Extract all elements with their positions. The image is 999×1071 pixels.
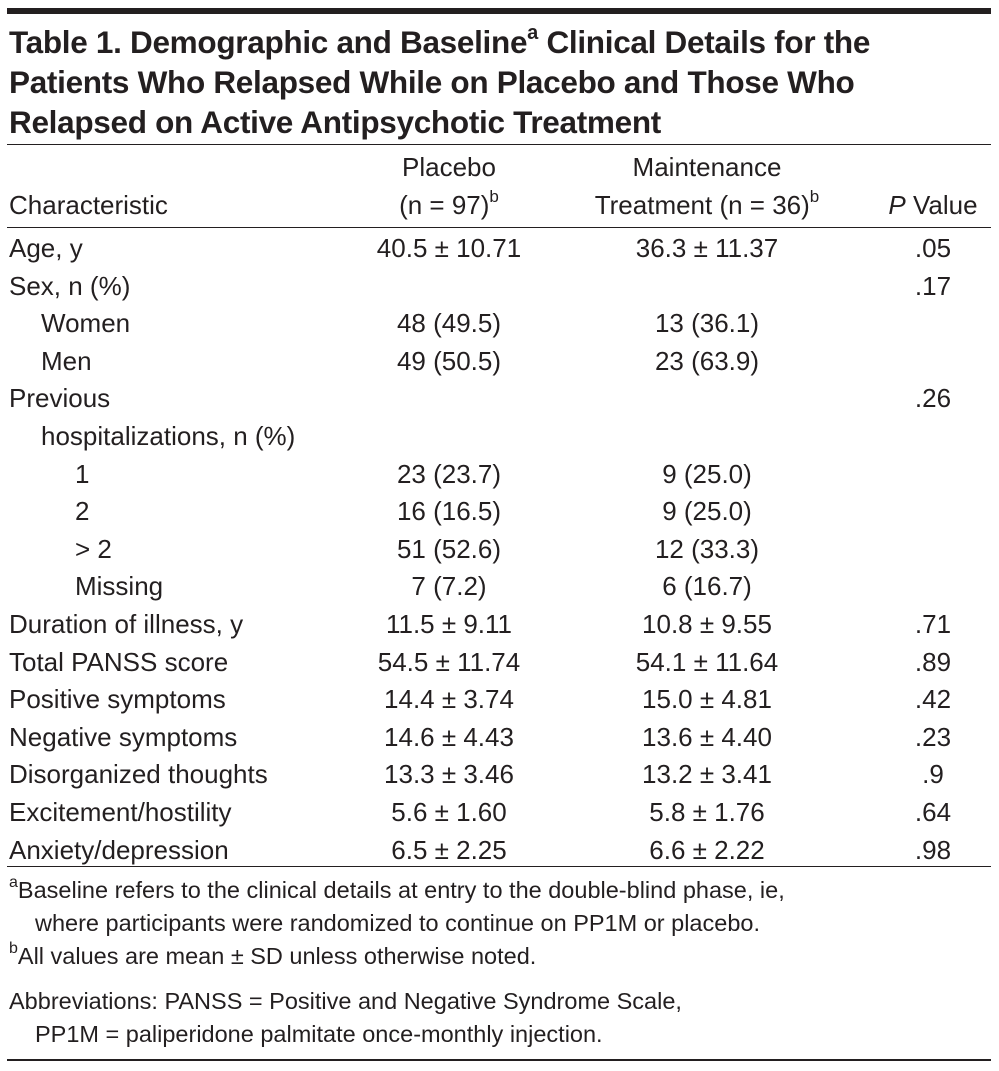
cell-characteristic: Sex, n (%) — [9, 270, 131, 301]
cell-pvalue: .26 — [914, 383, 952, 414]
table-row: Duration of illness, y 11.5 ± 9.11 10.8 ± … — [7, 606, 991, 643]
cell-placebo: 7 (7.2) — [411, 571, 487, 602]
table-row: Total PANSS score 54.5 ± 11.74 54.1 ± 11.6… — [7, 644, 991, 681]
cell-placebo: 5.6 ± 1.60 — [391, 797, 507, 827]
cell-characteristic: 2 — [75, 496, 90, 527]
cell-placebo: 14.6 ± 4.43 — [384, 721, 514, 752]
cell-maintenance: 13.2 ± 3.41 — [642, 759, 772, 790]
table-row: 2 16 (16.5) 9 (25.0) — [7, 493, 991, 530]
cell-characteristic: Age, y — [9, 233, 83, 263]
cell-placebo: 51 (52.6) — [396, 533, 502, 564]
cell-characteristic: Anxiety/depression — [9, 834, 229, 865]
cell-pvalue: .9 — [922, 759, 944, 790]
cell-pvalue: .71 — [914, 609, 952, 639]
table-row: Negative symptoms 14.6 ± 4.43 13.6 ± 4.40.… — [7, 719, 991, 756]
table-row: Positive symptoms 14.4 ± 3.74 15.0 ± 4.81.… — [7, 681, 991, 718]
table-row: 1 23 (23.7) 9 (25.0) — [7, 456, 991, 493]
cell-characteristic: Excitement/hostility — [9, 797, 232, 827]
cell-maintenance: 10.8 ± 9.55 — [642, 609, 772, 639]
table-row: Disorganized thoughts 13.3 ± 3.46 13.2 ± 3… — [7, 756, 991, 793]
table-row: Excitement/hostility 5.6 ± 1.60 5.8 ± 1.76… — [7, 794, 991, 831]
cell-placebo: 49 (50.5) — [396, 345, 502, 376]
cell-characteristic: Women — [41, 308, 131, 339]
cell-characteristic: Missing — [75, 571, 164, 602]
header-maintenance-line1: Maintenance — [632, 152, 782, 182]
cell-maintenance: 54.1 ± 11.64 — [635, 646, 779, 677]
abbreviations-line2: PP1M = paliperidone palmitate once-month… — [35, 1021, 603, 1047]
cell-placebo: 54.5 ± 11.74 — [377, 646, 521, 677]
table-row: Anxiety/depression 6.5 ± 2.25 6.6 ± 2.22 .9… — [7, 832, 991, 869]
cell-placebo: 40.5 ± 10.71 — [376, 233, 522, 263]
cell-maintenance: 6.6 ± 2.22 — [649, 834, 765, 865]
cell-characteristic: Men — [41, 345, 92, 376]
cell-placebo: 23 (23.7) — [396, 458, 502, 489]
cell-characteristic: Previous — [9, 383, 111, 414]
abbreviations-line1: Abbreviations: PANSS = Positive and Nega… — [9, 988, 682, 1014]
cell-characteristic: hospitalizations, n (%) — [41, 421, 296, 451]
title-part1: Table 1. Demographic and Baseline — [9, 24, 528, 60]
header-maintenance-line2: Treatment (n = 36)b — [594, 187, 820, 220]
header-bottom-rule — [7, 227, 991, 228]
cell-pvalue: .98 — [914, 834, 952, 865]
table-row: Age, y 40.5 ± 10.71 36.3 ± 11.37 .05 — [7, 230, 991, 267]
cell-pvalue: .89 — [914, 646, 952, 677]
cell-pvalue: .23 — [914, 721, 952, 752]
cell-placebo: 48 (49.5) — [396, 308, 502, 339]
cell-maintenance: 9 (25.0) — [662, 458, 752, 489]
table-row: > 2 51 (52.6) 12 (33.3) — [7, 531, 991, 568]
footnote-a-line2: where participants were randomized to co… — [35, 910, 760, 936]
cell-maintenance: 12 (33.3) — [654, 533, 760, 564]
footnote-b: bAll values are mean ± SD unless otherwi… — [9, 940, 537, 969]
cell-placebo: 13.3 ± 3.46 — [384, 759, 514, 790]
table-row: Previous .26 — [7, 380, 991, 417]
top-rule — [7, 8, 991, 14]
cell-characteristic: Total PANSS score — [9, 646, 229, 677]
table-row: Missing 7 (7.2) 6 (16.7) — [7, 568, 991, 605]
footnote-a-line1: aBaseline refers to the clinical details… — [9, 874, 785, 903]
bottom-rule — [7, 1059, 991, 1061]
cell-characteristic: Negative symptoms — [9, 721, 238, 752]
cell-maintenance: 15.0 ± 4.81 — [642, 684, 772, 715]
cell-pvalue: .42 — [914, 684, 952, 715]
cell-placebo: 16 (16.5) — [396, 496, 502, 527]
title-line3: Relapsed on Active Antipsychotic Treatme… — [9, 104, 661, 140]
title-part2: Clinical Details for the — [538, 24, 871, 60]
cell-characteristic: > 2 — [75, 533, 112, 564]
cell-characteristic: Duration of illness, y — [9, 609, 244, 639]
header-characteristic: Characteristic — [9, 190, 168, 220]
cell-maintenance: 5.8 ± 1.76 — [649, 797, 765, 827]
header-pvalue: P Value — [888, 190, 978, 220]
title-footnote-marker: a — [527, 21, 538, 44]
cell-placebo: 14.4 ± 3.74 — [384, 684, 514, 715]
cell-pvalue: .05 — [914, 233, 952, 263]
header-placebo-line2: (n = 97)b — [399, 187, 499, 220]
cell-pvalue: .64 — [914, 797, 952, 827]
maintenance-footnote-marker: b — [809, 187, 820, 207]
table-title: Table 1. Demographic and Baselinea Clini… — [9, 22, 989, 142]
cell-characteristic: 1 — [75, 458, 90, 489]
cell-pvalue: .17 — [914, 270, 952, 301]
title-line2: Patients Who Relapsed While on Placebo a… — [9, 64, 855, 100]
cell-maintenance: 13.6 ± 4.40 — [642, 721, 772, 752]
cell-maintenance: 13 (36.1) — [654, 308, 760, 339]
table-row: Women 48 (49.5) 13 (36.1) — [7, 305, 991, 342]
cell-characteristic: Disorganized thoughts — [9, 759, 268, 790]
cell-maintenance: 36.3 ± 11.37 — [635, 233, 779, 263]
table-row: Sex, n (%) .17 — [7, 268, 991, 305]
cell-placebo: 11.5 ± 9.11 — [385, 609, 513, 639]
header-placebo-line1: Placebo — [402, 152, 496, 182]
cell-maintenance: 6 (16.7) — [662, 571, 752, 602]
table-row: Men 49 (50.5) 23 (63.9) — [7, 343, 991, 380]
header-top-rule — [7, 144, 991, 145]
placebo-footnote-marker: b — [489, 187, 499, 207]
body-bottom-rule — [7, 866, 991, 867]
table-row: hospitalizations, n (%) — [7, 418, 991, 455]
cell-characteristic: Positive symptoms — [9, 684, 226, 715]
cell-placebo: 6.5 ± 2.25 — [391, 834, 507, 865]
cell-maintenance: 9 (25.0) — [662, 496, 752, 527]
cell-maintenance: 23 (63.9) — [654, 345, 760, 376]
